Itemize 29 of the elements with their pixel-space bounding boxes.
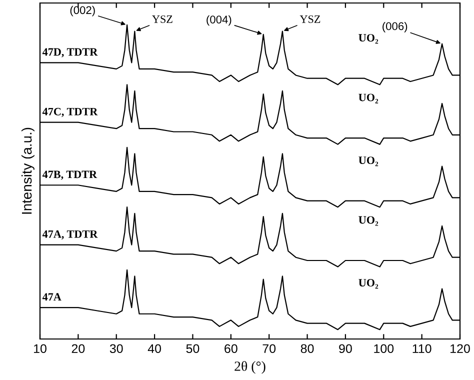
annotation: YSZ (300, 15, 320, 23)
x-tick-label: 120 (450, 344, 470, 354)
x-tick-label: 110 (412, 344, 432, 354)
series-label: 47A (42, 293, 62, 301)
series-label: 47B, TDTR (42, 170, 98, 180)
x-tick-label: 30 (110, 344, 123, 354)
x-tick-label: 50 (186, 344, 200, 354)
annotation: (002) (70, 6, 95, 16)
x-tick-label: 20 (72, 344, 85, 354)
x-tick-label: 90 (339, 344, 352, 354)
y-axis-title: Intensity (a.u.) (21, 128, 34, 214)
series-label: 47C, TDTR (42, 108, 98, 117)
annotation: UO₂ (358, 279, 378, 289)
annotation: UO₂ (358, 34, 378, 44)
annotation: (006) (382, 22, 408, 32)
x-tick-label: 100 (374, 344, 394, 354)
annotation: YSZ (152, 15, 172, 23)
annotation: UO₂ (358, 156, 378, 166)
x-tick-label: 80 (300, 344, 314, 354)
annotation: UO₂ (358, 94, 378, 104)
series-label: 47A, TDTR (42, 230, 98, 240)
x-axis-title: 2θ (°) (234, 361, 266, 374)
x-tick-label: 60 (224, 344, 238, 354)
series-label: 47D, TDTR (42, 48, 98, 58)
x-tick-label: 10 (34, 344, 46, 354)
annotation: (004) (206, 15, 232, 26)
annotation: UO₂ (358, 216, 378, 226)
x-tick-label: 40 (148, 344, 162, 354)
x-tick-label: 70 (262, 344, 276, 354)
